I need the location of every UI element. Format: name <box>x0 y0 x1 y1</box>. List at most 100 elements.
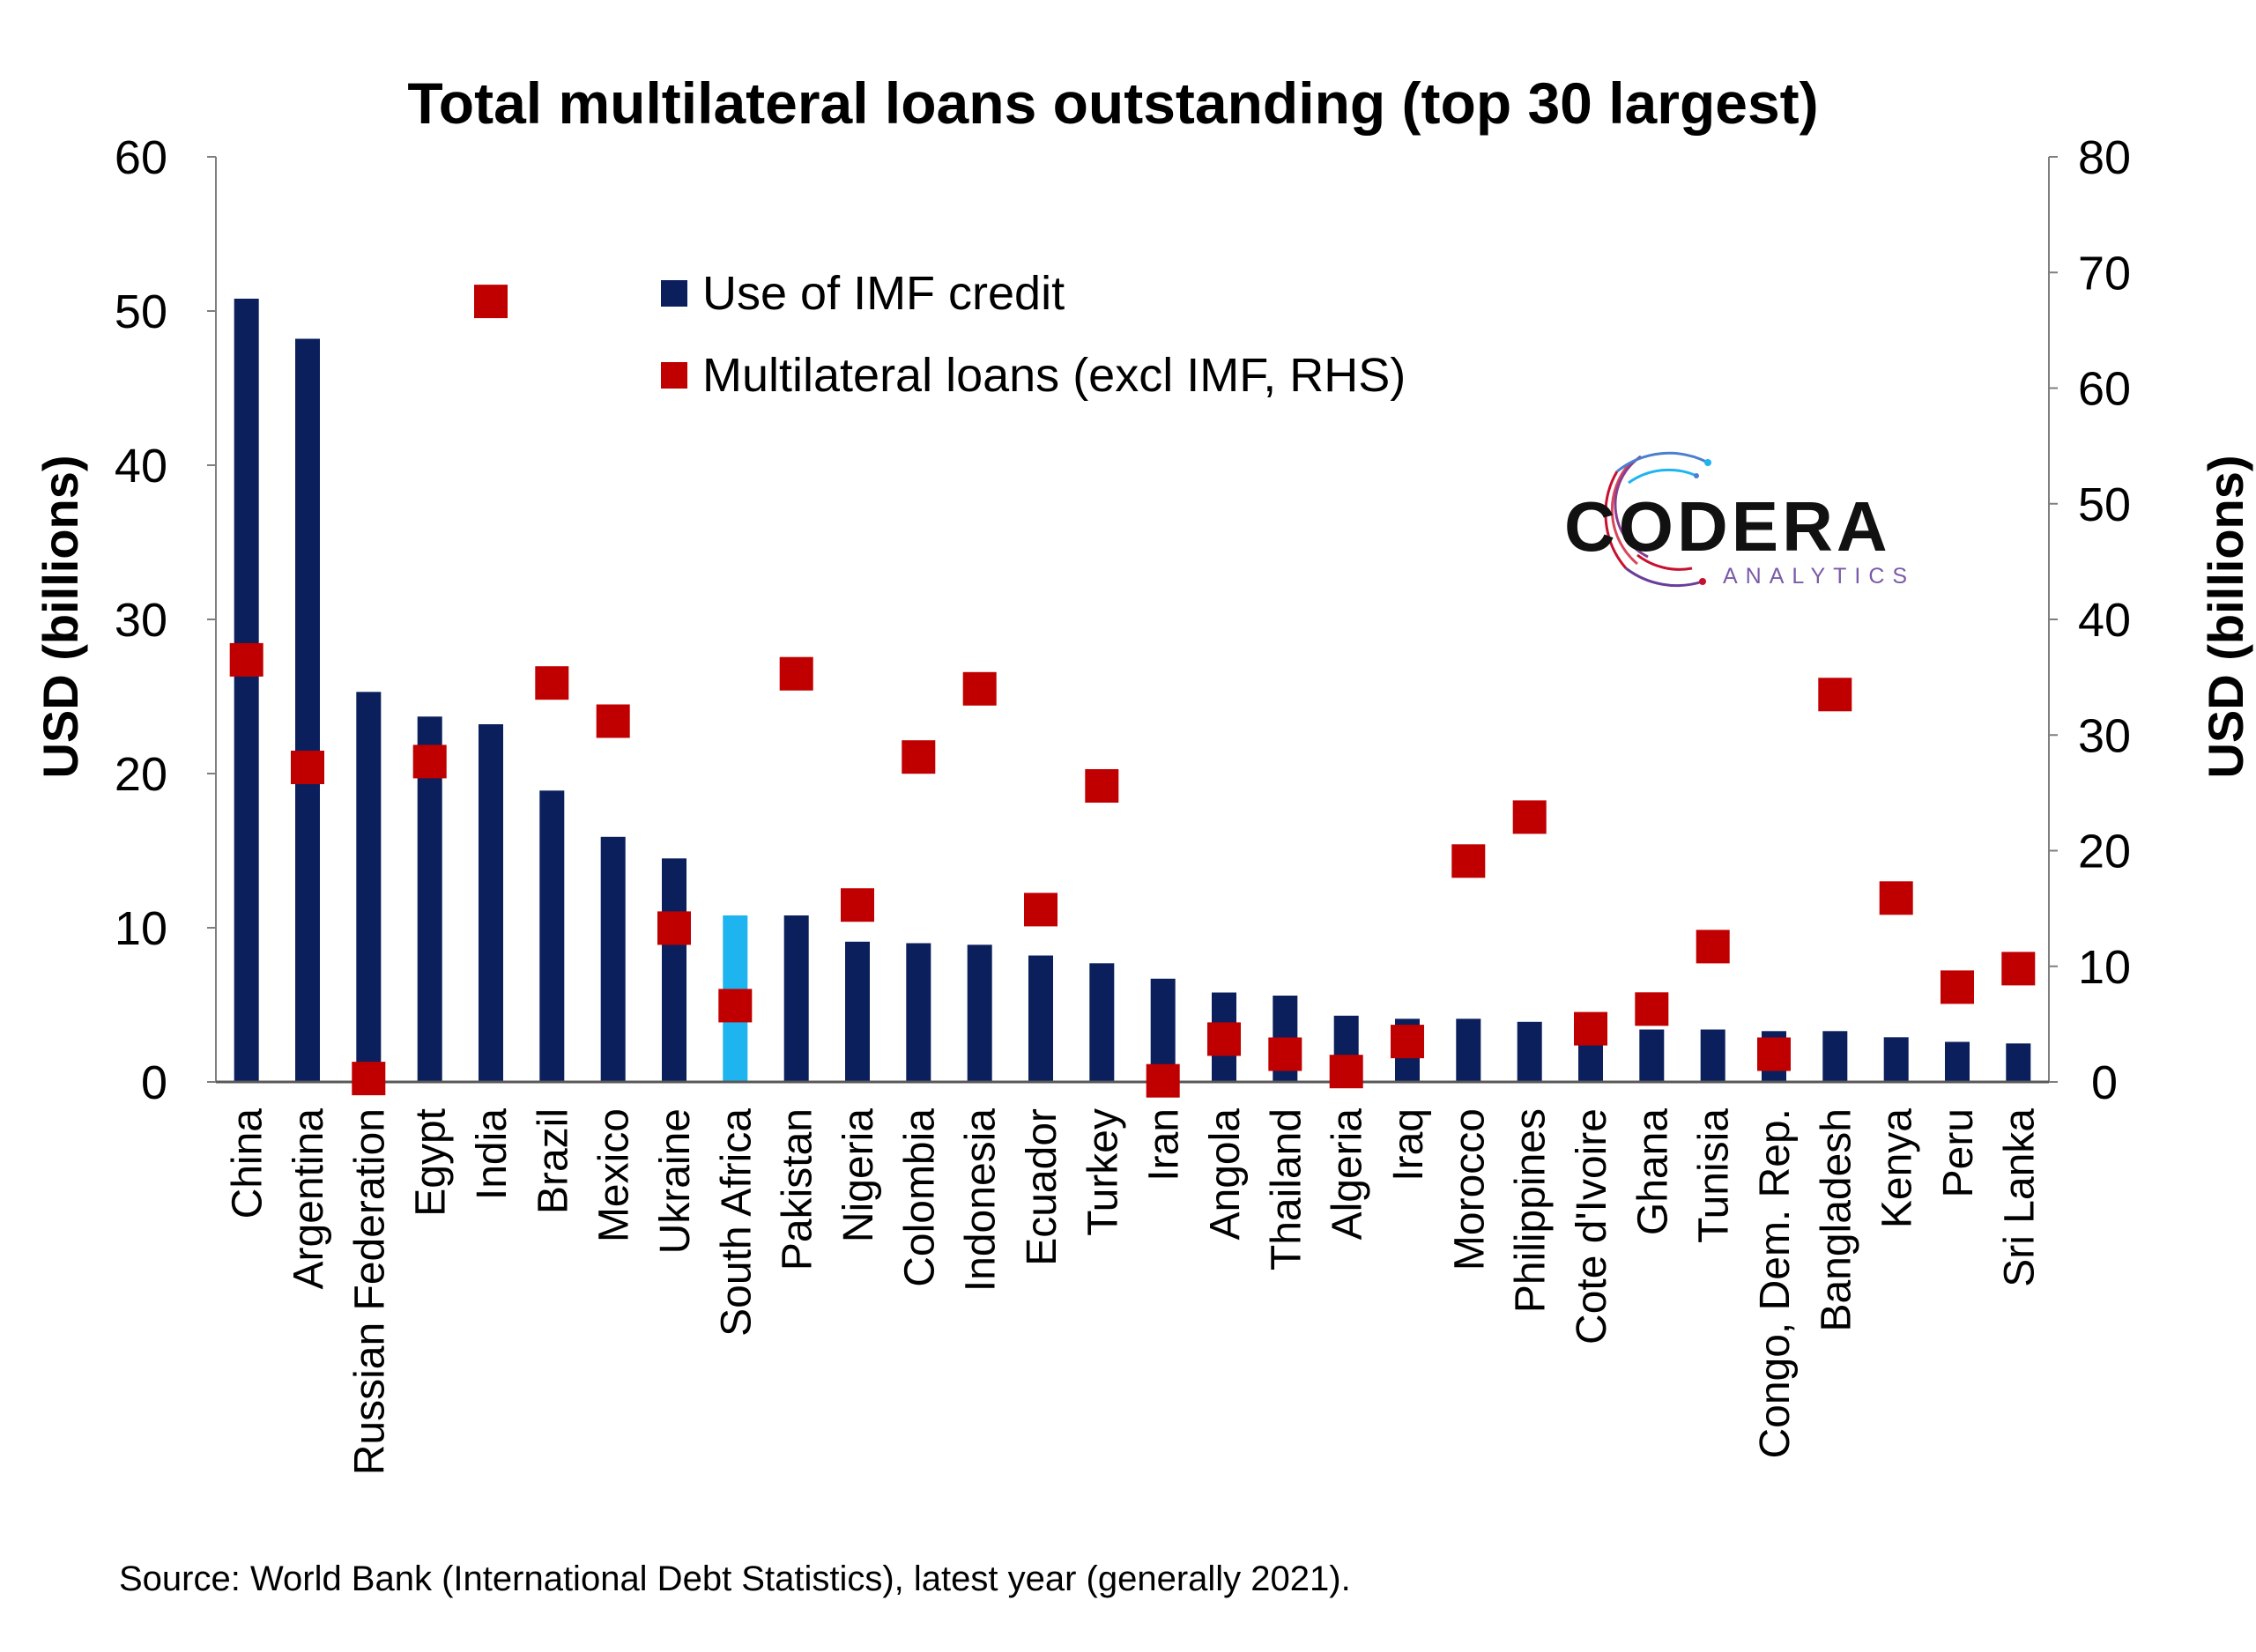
marker-ukraine <box>657 911 691 945</box>
bar-nigeria <box>845 941 870 1083</box>
bar-bangladesh <box>1822 1031 1848 1083</box>
category-label-india: India <box>469 1108 516 1200</box>
category-label-indonesia: Indonesia <box>958 1108 1005 1292</box>
y-right-tick-label: 70 <box>2078 247 2131 300</box>
bar-china <box>234 299 259 1082</box>
category-label-china: China <box>225 1108 271 1219</box>
category-label-angola: Angola <box>1202 1108 1249 1241</box>
logo-tagline: ANALYTICS <box>1723 564 1915 589</box>
marker-tunisia <box>1696 930 1730 964</box>
marker-philippines <box>1512 800 1547 834</box>
bar-argentina <box>295 338 320 1082</box>
bar-indonesia <box>967 945 992 1083</box>
marker-peru <box>1941 970 1974 1004</box>
y-left-tick-label: 20 <box>115 748 167 801</box>
category-label-congo-dem-rep: Congo, Dem. Rep. <box>1752 1108 1799 1459</box>
marker-russian-federation <box>352 1062 386 1096</box>
category-label-pakistan: Pakistan <box>775 1108 821 1270</box>
category-label-iraq: Iraq <box>1385 1108 1432 1182</box>
bar-ukraine <box>662 858 686 1083</box>
category-label-brazil: Brazil <box>530 1108 576 1214</box>
legend-swatch-imf-credit <box>661 280 687 307</box>
bar-mexico <box>600 836 626 1083</box>
bar-kenya <box>1883 1037 1909 1083</box>
bar-morocco <box>1456 1019 1481 1083</box>
category-label-thailand: Thailand <box>1263 1108 1310 1270</box>
bar-sri-lanka <box>2006 1043 2031 1083</box>
bar-colombia <box>906 943 931 1082</box>
bar-india <box>479 724 503 1082</box>
category-label-kenya: Kenya <box>1874 1108 1921 1228</box>
marker-congo-dem-rep <box>1757 1037 1791 1071</box>
logo-wordmark: CODERA <box>1564 487 1891 566</box>
y-axis-right-label: USD (billions) <box>2198 455 2253 778</box>
y-right-tick-label: 10 <box>2078 941 2131 994</box>
marker-nigeria <box>841 888 874 922</box>
marker-egypt <box>412 745 447 779</box>
category-label-south-africa: South Africa <box>713 1108 760 1337</box>
legend-label-multilateral-loans: Multilateral loans (excl IMF, RHS) <box>702 349 1406 402</box>
category-label-turkey: Turkey <box>1080 1108 1126 1236</box>
category-label-peru: Peru <box>1935 1108 1982 1197</box>
bar-peru <box>1945 1041 1970 1082</box>
category-label-philippines: Philippines <box>1508 1108 1555 1313</box>
category-label-cote-d-ivoire: Cote d'Ivoire <box>1569 1108 1615 1345</box>
category-label-ecuador: Ecuador <box>1019 1108 1065 1266</box>
marker-thailand <box>1268 1037 1302 1071</box>
y-left-tick-label: 10 <box>115 902 167 955</box>
category-label-colombia: Colombia <box>896 1108 943 1287</box>
y-right-tick-label: 40 <box>2078 594 2131 647</box>
y-left-tick-label: 30 <box>115 594 167 647</box>
marker-iran <box>1146 1063 1180 1098</box>
category-labels: China Argentina Russian Federation Egypt Ind… <box>225 1108 2044 1476</box>
bar-pakistan <box>783 915 809 1082</box>
axes-group <box>207 156 2058 1084</box>
y-right-tick-label: 30 <box>2078 709 2131 762</box>
y-left-tick-label: 0 <box>141 1056 167 1109</box>
bar-philippines <box>1517 1021 1542 1083</box>
marker-ecuador <box>1024 893 1058 927</box>
legend-swatch-multilateral-loans <box>661 362 687 389</box>
source-note: Source: World Bank (International Debt S… <box>119 1559 1351 1598</box>
marker-brazil <box>535 666 569 700</box>
category-label-egypt: Egypt <box>408 1108 455 1217</box>
bar-series-group <box>234 299 2031 1083</box>
bar-turkey <box>1089 963 1115 1083</box>
y-right-tick-label: 60 <box>2078 363 2131 416</box>
y-axis-left-label: USD (billions) <box>33 455 88 778</box>
marker-iraq <box>1391 1025 1424 1059</box>
y-left-tick-label: 50 <box>115 285 167 338</box>
marker-series-group <box>229 285 2036 1098</box>
category-label-russian-federation: Russian Federation <box>346 1108 393 1475</box>
category-label-nigeria: Nigeria <box>835 1108 882 1242</box>
marker-mexico <box>596 704 630 738</box>
bar-tunisia <box>1700 1029 1725 1082</box>
marker-turkey <box>1085 769 1119 803</box>
bar-ecuador <box>1028 955 1053 1082</box>
category-label-bangladesh: Bangladesh <box>1813 1108 1859 1332</box>
y-right-tick-label: 0 <box>2091 1056 2118 1109</box>
marker-south-africa <box>718 989 753 1023</box>
bar-brazil <box>539 790 565 1083</box>
marker-ghana <box>1635 992 1669 1026</box>
bar-ghana <box>1639 1029 1665 1082</box>
marker-angola <box>1207 1022 1241 1056</box>
marker-india <box>474 285 508 319</box>
left-tick-labels: 0 10 20 30 40 50 60 <box>115 131 167 1109</box>
category-label-sri-lanka: Sri Lanka <box>1996 1108 2043 1287</box>
y-left-tick-label: 60 <box>115 131 167 184</box>
category-label-tunisia: Tunisia <box>1691 1108 1738 1243</box>
y-right-tick-label: 20 <box>2078 826 2131 878</box>
legend-label-imf-credit: Use of IMF credit <box>702 267 1065 320</box>
category-label-algeria: Algeria <box>1325 1108 1371 1241</box>
logo-circuit-icon <box>1604 451 1711 588</box>
codera-logo: CODERA ANALYTICS <box>1564 451 1915 589</box>
marker-pakistan <box>779 656 813 691</box>
marker-bangladesh <box>1818 678 1852 712</box>
right-tick-labels: 0 10 20 30 40 50 60 70 80 <box>2078 131 2131 1109</box>
marker-cote-d-ivoire <box>1574 1011 1607 1046</box>
category-label-morocco: Morocco <box>1446 1108 1493 1270</box>
legend: Use of IMF credit Multilateral loans (ex… <box>661 267 1406 402</box>
